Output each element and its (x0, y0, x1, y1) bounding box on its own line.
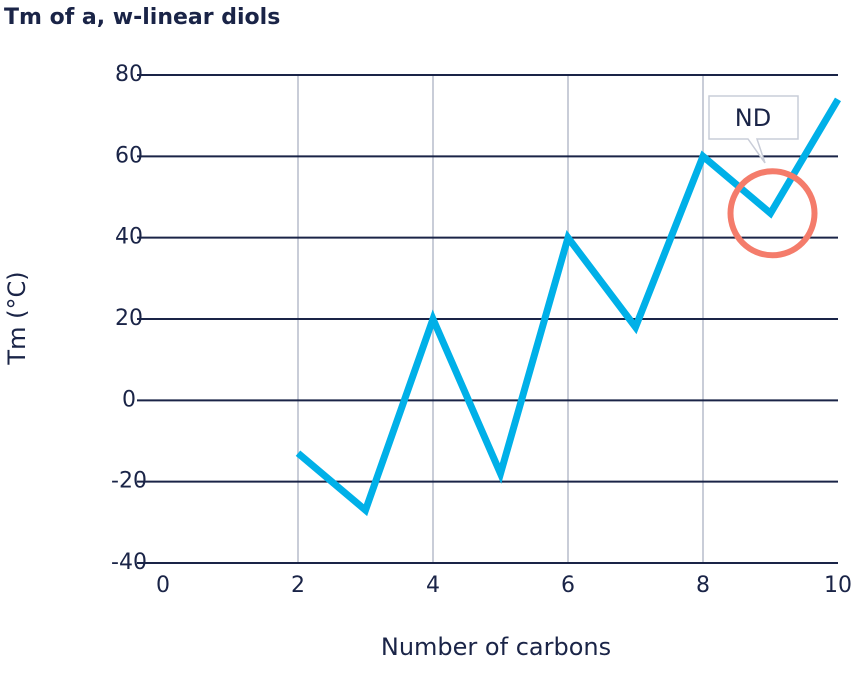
annotation-box (708, 95, 799, 164)
chart-title: Tm of a, w-linear diols (4, 5, 280, 30)
annotation-text: ND (735, 104, 771, 132)
y-tick-label: 0 (122, 387, 136, 412)
data-line (295, 97, 842, 517)
y-tick-label: -20 (111, 469, 147, 494)
x-tick-label: 10 (824, 573, 852, 598)
x-axis-label: Number of carbons (381, 633, 611, 661)
y-tick-label: -40 (111, 550, 147, 575)
y-tick-label: 40 (115, 225, 143, 250)
y-tick-label: 60 (115, 143, 143, 168)
x-tick-label: 8 (696, 573, 710, 598)
y-tick-label: 80 (115, 62, 143, 87)
y-tick-label: 20 (115, 306, 143, 331)
highlight-circle (727, 168, 818, 259)
x-tick-label: 0 (156, 573, 170, 598)
x-tick-label: 2 (291, 573, 305, 598)
y-axis-label: Tm (°C) (3, 271, 31, 365)
x-tick-label: 4 (426, 573, 440, 598)
x-tick-label: 6 (561, 573, 575, 598)
